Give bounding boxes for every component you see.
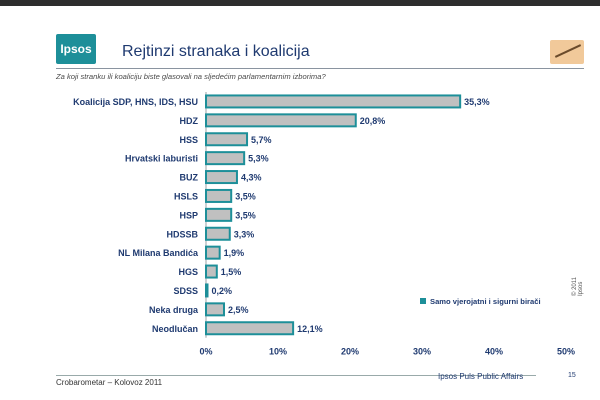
bar xyxy=(205,283,209,298)
bar xyxy=(205,94,462,109)
category-label: Hrvatski laburisti xyxy=(125,154,198,164)
data-label: 5,3% xyxy=(248,154,269,164)
data-label: 20,8% xyxy=(360,116,386,126)
bar xyxy=(205,170,238,185)
bar xyxy=(205,302,225,317)
bar xyxy=(205,151,246,166)
data-label: 3,3% xyxy=(234,229,255,239)
data-label: 1,5% xyxy=(221,267,242,277)
category-label: HDSSB xyxy=(166,229,198,239)
x-tick-label: 30% xyxy=(413,347,431,357)
category-label: BUZ xyxy=(180,173,199,183)
category-label: HSP xyxy=(179,210,198,220)
category-label: Neka druga xyxy=(149,305,199,315)
data-label: 5,7% xyxy=(251,135,272,145)
data-label: 12,1% xyxy=(297,324,323,334)
bar xyxy=(205,188,233,203)
ipsos-logo: Ipsos xyxy=(56,34,96,64)
x-tick-label: 20% xyxy=(341,347,359,357)
bar xyxy=(205,245,221,260)
category-label: SDSS xyxy=(173,286,198,296)
survey-question: Za koji stranku ili koaliciju biste glas… xyxy=(56,72,326,81)
title-divider xyxy=(56,68,584,69)
footer-divider xyxy=(56,375,536,376)
bar xyxy=(205,226,231,241)
bar xyxy=(205,132,249,147)
bar xyxy=(205,207,233,222)
legend-label: Samo vjerojatni i sigurni birači xyxy=(430,297,541,306)
x-tick-label: 50% xyxy=(557,347,575,357)
x-tick-label: 0% xyxy=(199,347,212,357)
category-label: NL Milana Bandića xyxy=(118,248,199,258)
page-number: 15 xyxy=(568,372,576,379)
pen-paper-icon xyxy=(550,40,584,64)
category-label: Neodlučan xyxy=(152,324,198,334)
category-label: HSLS xyxy=(174,191,198,201)
data-label: 3,5% xyxy=(235,210,256,220)
bar xyxy=(205,113,357,128)
page-title: Rejtinzi stranaka i koalicija xyxy=(122,43,310,60)
data-label: 3,5% xyxy=(235,191,256,201)
category-label: HSS xyxy=(179,135,198,145)
top-bar xyxy=(0,0,600,6)
category-label: Koalicija SDP, HNS, IDS, HSU xyxy=(73,97,198,107)
data-label: 2,5% xyxy=(228,305,249,315)
data-label: 4,3% xyxy=(241,173,262,183)
data-label: 1,9% xyxy=(224,248,245,258)
copyright-text: © 2011 Ipsos xyxy=(572,277,584,296)
x-tick-label: 10% xyxy=(269,347,287,357)
category-label: HGS xyxy=(178,267,198,277)
bar xyxy=(205,321,295,336)
data-label: 0,2% xyxy=(211,286,232,296)
bar xyxy=(205,264,218,279)
footer-source: Crobarometar – Kolovoz 2011 xyxy=(56,378,163,387)
data-label: 35,3% xyxy=(464,97,490,107)
x-tick-label: 40% xyxy=(485,347,503,357)
footer-brand: Ipsos Puls Public Affairs xyxy=(438,372,524,381)
category-label: HDZ xyxy=(180,116,199,126)
legend-swatch xyxy=(420,298,426,304)
